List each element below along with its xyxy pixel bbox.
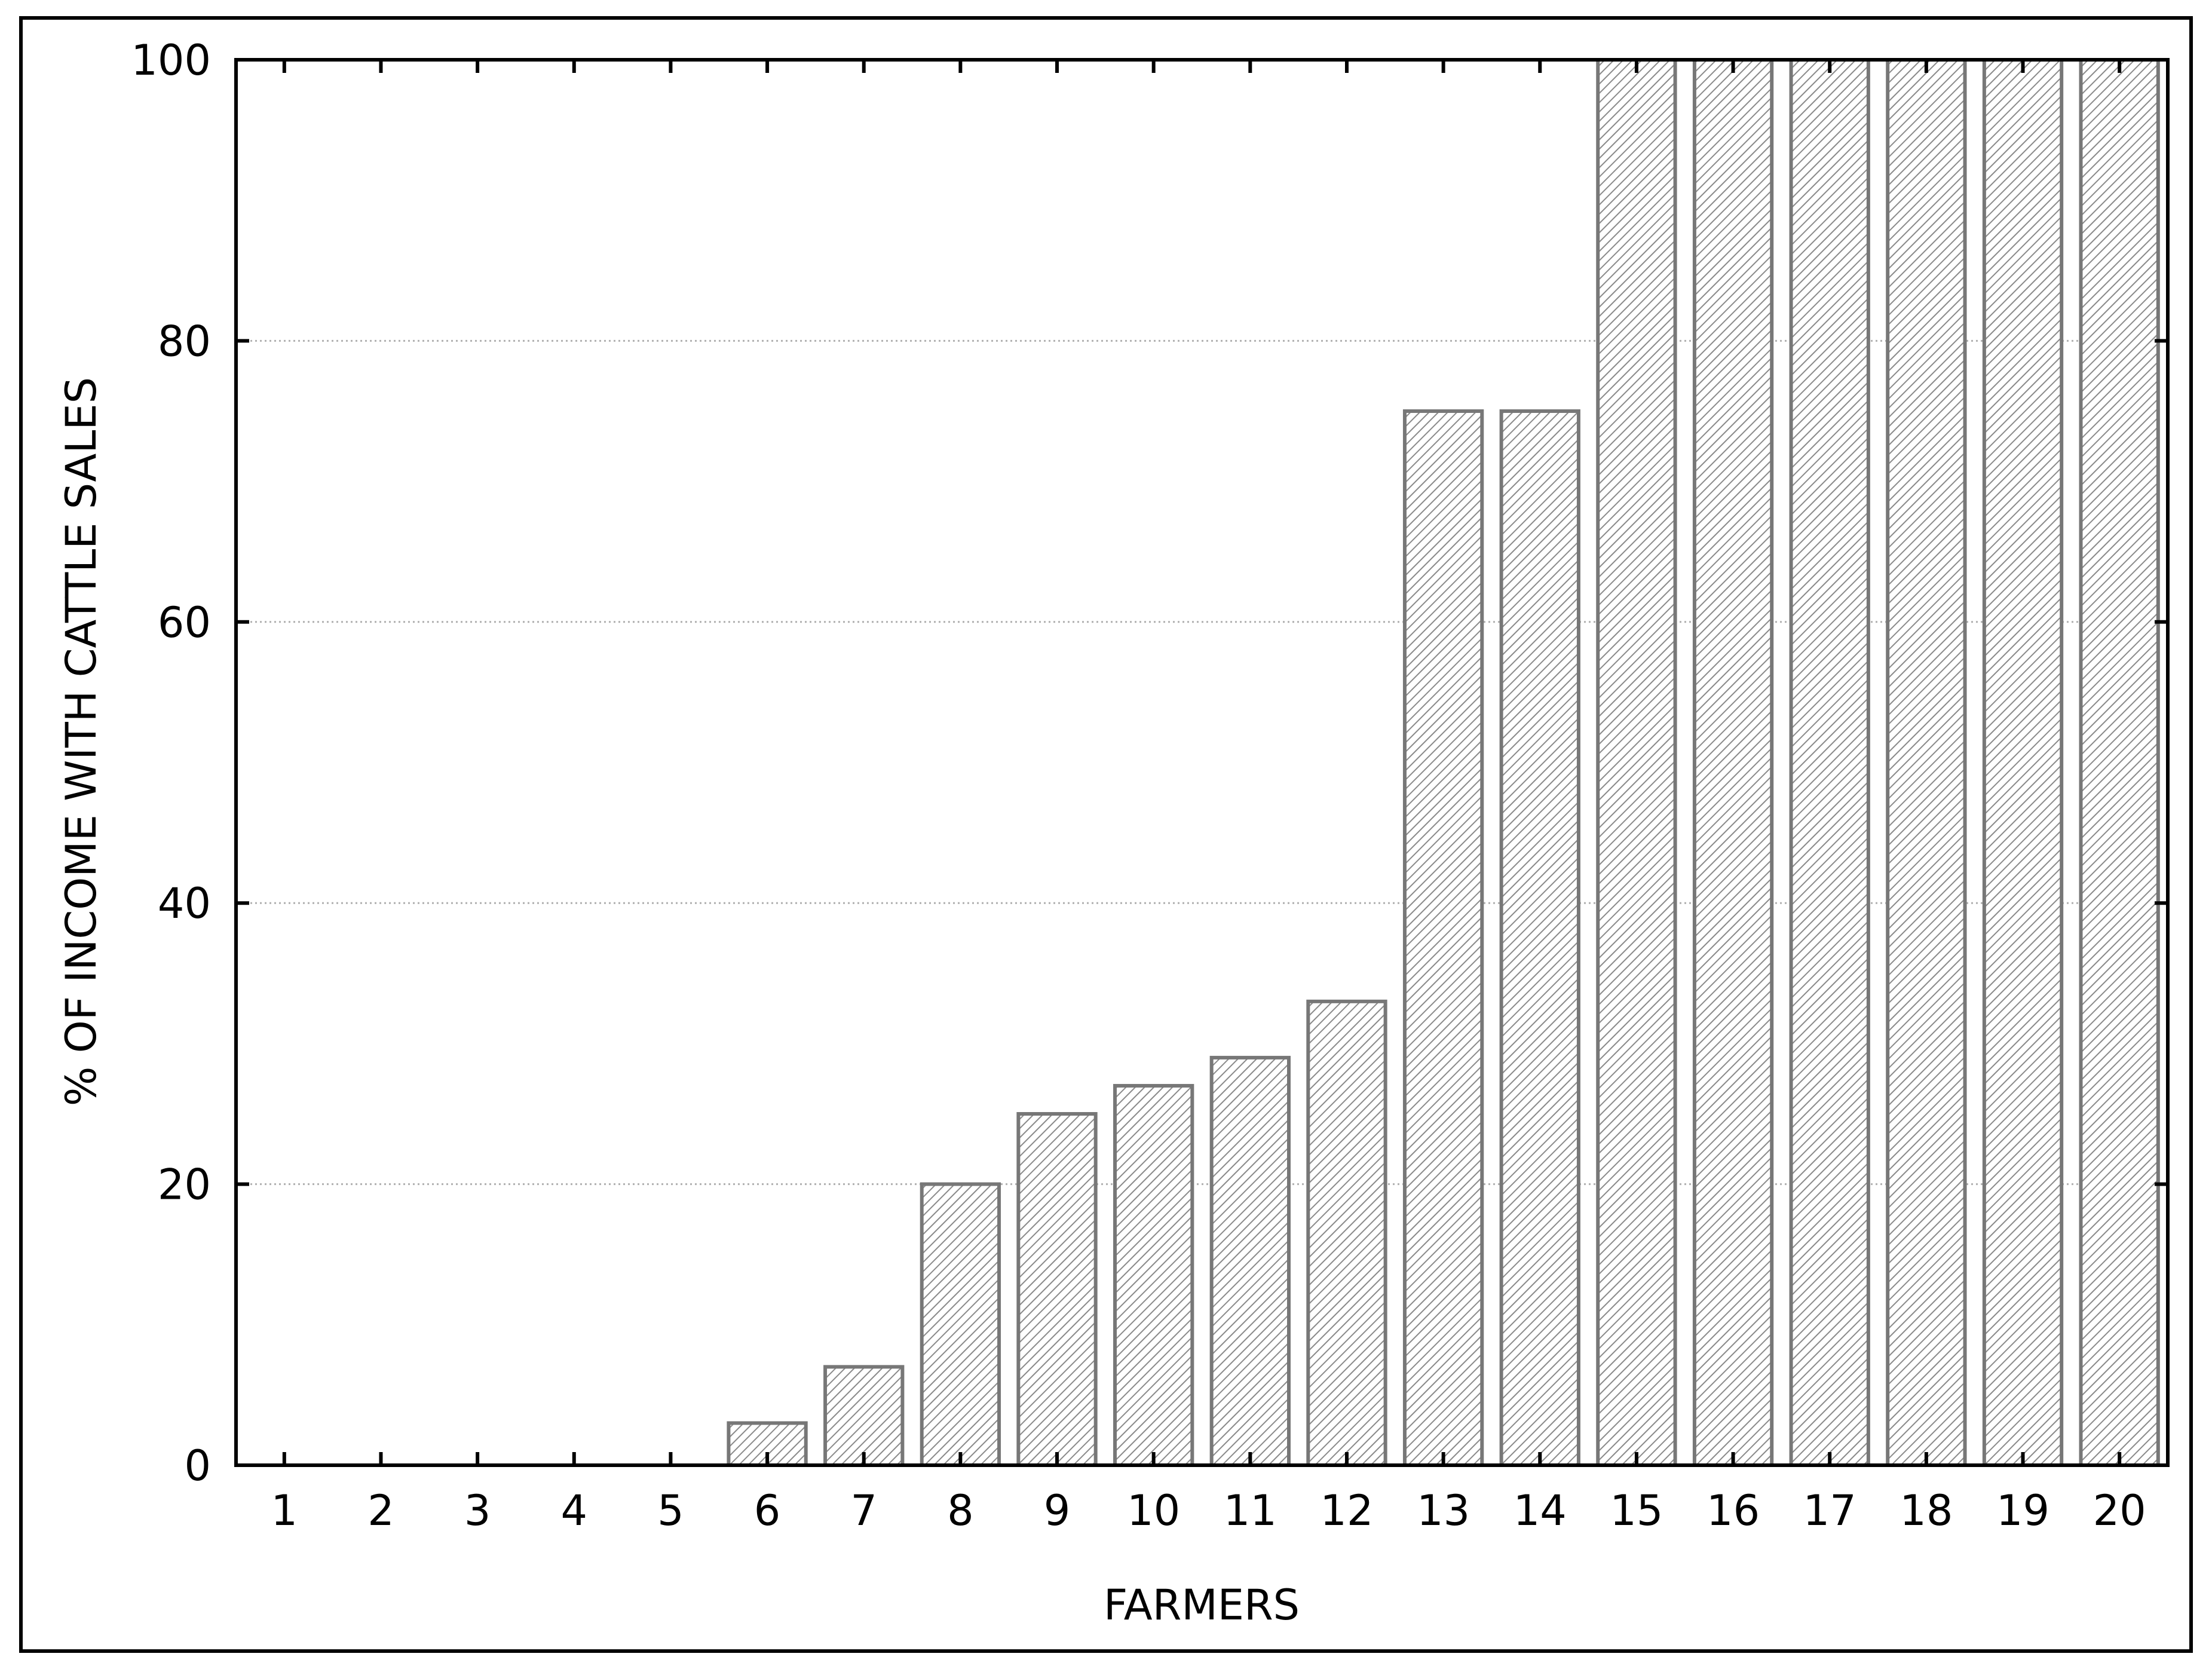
x-tick-label: 19 [1996,1486,2049,1535]
y-tick-label: 100 [131,36,211,85]
x-tick-label: 1 [271,1486,298,1535]
x-tick-label: 9 [1044,1486,1071,1535]
x-tick-label: 16 [1707,1486,1760,1535]
x-tick-label: 13 [1417,1486,1470,1535]
x-tick-label: 12 [1320,1486,1373,1535]
y-tick-label: 0 [184,1441,211,1490]
x-tick-label: 14 [1514,1486,1567,1535]
plot-area [234,58,2170,1467]
y-tick-label: 20 [158,1160,211,1209]
bar-farmer-15 [1596,58,1677,1467]
x-tick-label: 15 [1610,1486,1663,1535]
y-tick-label: 40 [158,879,211,928]
bar-farmer-9 [1016,1112,1098,1467]
x-tick-label: 18 [1899,1486,1953,1535]
y-tick-label: 80 [158,317,211,366]
bar-farmer-12 [1306,999,1387,1467]
outer-border [19,16,2193,1653]
x-tick-label: 4 [561,1486,588,1535]
x-tick-label: 5 [657,1486,684,1535]
x-tick-label: 6 [754,1486,781,1535]
y-tick-label: 60 [158,598,211,647]
x-tick-label: 20 [2093,1486,2146,1535]
axis-ticks [236,58,2168,1467]
bar-farmer-18 [1886,58,1967,1467]
x-tick-label: 3 [464,1486,491,1535]
x-tick-label: 2 [367,1486,394,1535]
bars [727,58,2160,1468]
bar-farmer-16 [1692,58,1774,1467]
x-tick-label: 11 [1224,1486,1277,1535]
x-axis-title: FARMERS [1104,1581,1300,1630]
x-tick-label: 10 [1127,1486,1180,1535]
bar-farmer-11 [1209,1055,1291,1468]
x-axis-tick-labels: 1 2 3 4 5 6 7 8 9 10 11 12 13 14 15 16 17 18 19 20 [271,1486,2146,1535]
x-tick-label: 7 [850,1486,877,1535]
x-tick-label: 17 [1803,1486,1856,1535]
x-tick-label: 8 [947,1486,974,1535]
y-axis-tick-labels: 0 20 40 60 80 100 [131,36,211,1490]
bar-farmer-14 [1499,409,1580,1467]
bar-farmer-20 [2079,58,2160,1467]
bar-farmer-10 [1113,1083,1194,1467]
gridlines [236,339,2168,1186]
bar-farmer-8 [920,1182,1001,1467]
bar-farmer-13 [1402,409,1484,1467]
bar-farmer-19 [1982,58,2064,1467]
y-axis-title: % OF INCOME WITH CATTLE SALES [57,377,106,1106]
bar-farmer-7 [823,1365,905,1468]
bar-farmer-17 [1789,58,1870,1467]
